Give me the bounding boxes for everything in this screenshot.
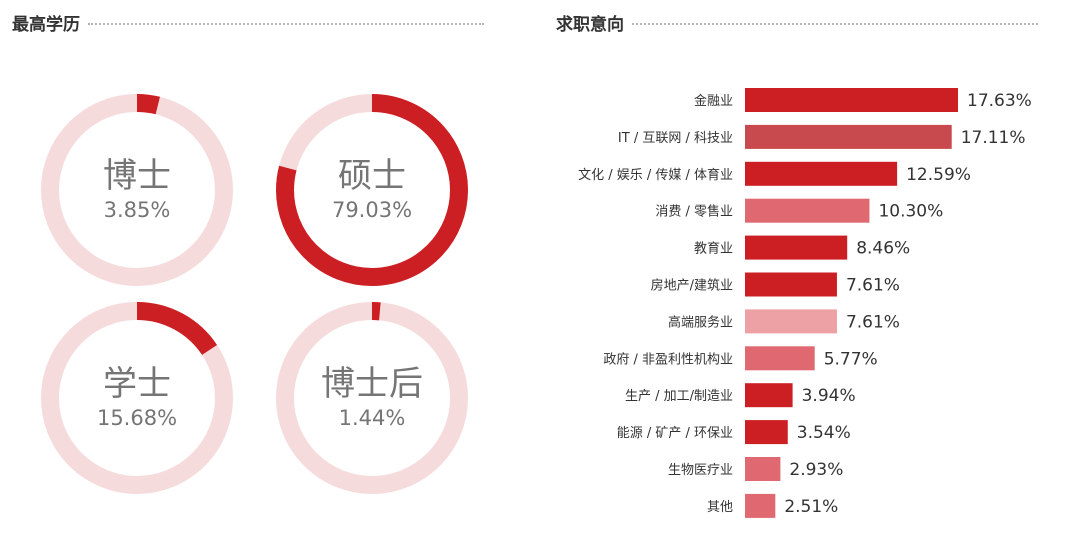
value-label: 8.46%	[856, 239, 910, 259]
job-intent-section-header: 求职意向	[556, 10, 1038, 35]
value-label: 7.61%	[846, 312, 900, 332]
category-label: 消费 / 零售业	[655, 204, 733, 220]
value-label: 10.30%	[878, 202, 943, 222]
donut-postdoc-name: 博士后	[321, 364, 423, 404]
category-label: 高端服务业	[668, 314, 733, 330]
donut-bachelor: 学士 15.68%	[40, 301, 234, 495]
job-intent-header-divider	[632, 23, 1038, 25]
value-label: 12.59%	[906, 165, 971, 185]
donut-postdoc-ring	[276, 302, 468, 494]
value-label: 2.51%	[784, 497, 838, 517]
donut-bachelor-arc	[41, 302, 233, 494]
education-section-title: 最高学历	[12, 14, 80, 35]
category-label: 其他	[707, 500, 733, 515]
category-label: 金融业	[694, 93, 733, 109]
category-label: 能源 / 矿产 / 环保业	[617, 426, 733, 441]
value-label: 5.77%	[824, 349, 878, 369]
category-label: 文化 / 娱乐 / 传媒 / 体育业	[578, 167, 733, 183]
bar	[745, 346, 815, 371]
bar	[745, 493, 776, 518]
value-label: 3.94%	[802, 386, 856, 406]
education-header-divider	[88, 23, 484, 25]
bar	[745, 161, 898, 186]
bar	[745, 198, 870, 223]
education-section-header: 最高学历	[12, 10, 484, 35]
donut-phd: 博士 3.85%	[40, 93, 234, 287]
category-label: 房地产/建筑业	[651, 278, 733, 294]
donut-master-name: 硕士	[338, 156, 406, 196]
donut-bachelor-ring	[41, 302, 233, 494]
donut-phd-ring	[41, 94, 233, 286]
value-label: 2.93%	[789, 460, 843, 480]
donut-phd-name: 博士	[103, 156, 171, 196]
donut-phd-arc	[41, 94, 233, 286]
bar	[745, 88, 958, 112]
value-label: 7.61%	[846, 276, 900, 296]
category-label: 生物医疗业	[668, 463, 733, 478]
donut-postdoc-percent: 1.44%	[338, 406, 406, 430]
donut-master: 硕士 79.03%	[275, 93, 469, 287]
bar	[745, 124, 952, 149]
value-label: 17.63%	[967, 91, 1032, 111]
bar	[745, 383, 793, 408]
category-label: 生产 / 加工/制造业	[625, 389, 733, 404]
bar	[745, 272, 837, 297]
donut-master-ring	[276, 94, 468, 286]
donut-master-percent: 79.03%	[331, 198, 413, 222]
category-label: 政府 / 非盈利性机构业	[603, 352, 733, 367]
donut-bachelor-name: 学士	[103, 364, 171, 404]
donut-postdoc-arc	[276, 302, 468, 494]
category-label: 教育业	[694, 241, 733, 257]
donut-bachelor-percent: 15.68%	[96, 406, 178, 430]
donut-postdoc: 博士后 1.44%	[275, 301, 469, 495]
bar	[745, 457, 781, 481]
donut-phd-percent: 3.85%	[103, 198, 171, 222]
value-label: 17.11%	[961, 128, 1026, 148]
job-intent-bar-chart: 金融业 17.63% IT / 互联网 / 科技业 17.11% 文化 / 娱乐 / 传…	[578, 88, 1032, 518]
category-label: IT / 互联网 / 科技业	[618, 131, 733, 146]
job-intent-section-title: 求职意向	[556, 14, 624, 35]
bar	[745, 235, 848, 260]
bar	[745, 309, 837, 334]
donut-master-arc	[276, 94, 468, 286]
bar	[745, 420, 788, 445]
value-label: 3.54%	[797, 423, 851, 443]
